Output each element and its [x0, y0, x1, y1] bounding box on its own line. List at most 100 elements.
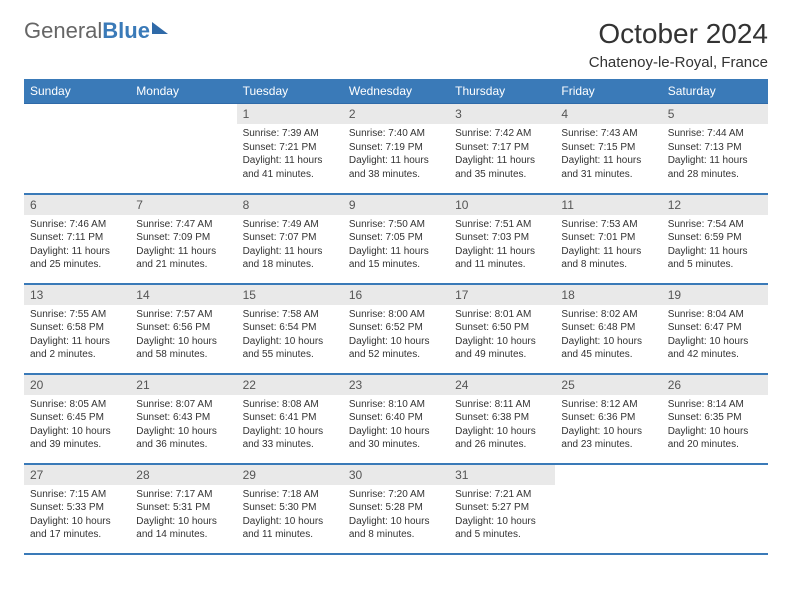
- sunset-line: Sunset: 5:27 PM: [455, 501, 549, 515]
- sunrise-line: Sunrise: 8:04 AM: [668, 308, 762, 322]
- day-number: 19: [662, 285, 768, 305]
- calendar-cell: 18Sunrise: 8:02 AMSunset: 6:48 PMDayligh…: [555, 284, 661, 374]
- sunrise-line: Sunrise: 7:20 AM: [349, 488, 443, 502]
- day-body: Sunrise: 7:21 AMSunset: 5:27 PMDaylight:…: [449, 485, 555, 548]
- day-body: Sunrise: 7:44 AMSunset: 7:13 PMDaylight:…: [662, 124, 768, 187]
- sunrise-line: Sunrise: 7:58 AM: [243, 308, 337, 322]
- calendar-cell: 21Sunrise: 8:07 AMSunset: 6:43 PMDayligh…: [130, 374, 236, 464]
- day-number: 11: [555, 195, 661, 215]
- calendar-cell: 11Sunrise: 7:53 AMSunset: 7:01 PMDayligh…: [555, 194, 661, 284]
- sunrise-line: Sunrise: 8:11 AM: [455, 398, 549, 412]
- calendar-cell: 30Sunrise: 7:20 AMSunset: 5:28 PMDayligh…: [343, 464, 449, 554]
- sunrise-line: Sunrise: 7:40 AM: [349, 127, 443, 141]
- sunrise-line: Sunrise: 7:51 AM: [455, 218, 549, 232]
- sunrise-line: Sunrise: 7:39 AM: [243, 127, 337, 141]
- sunset-line: Sunset: 5:31 PM: [136, 501, 230, 515]
- day-number: 2: [343, 104, 449, 124]
- daylight-line: Daylight: 10 hours and 36 minutes.: [136, 425, 230, 452]
- sunrise-line: Sunrise: 7:53 AM: [561, 218, 655, 232]
- sunset-line: Sunset: 6:50 PM: [455, 321, 549, 335]
- daylight-line: Daylight: 11 hours and 25 minutes.: [30, 245, 124, 272]
- daylight-line: Daylight: 10 hours and 5 minutes.: [455, 515, 549, 542]
- calendar-cell: 8Sunrise: 7:49 AMSunset: 7:07 PMDaylight…: [237, 194, 343, 284]
- sunrise-line: Sunrise: 8:12 AM: [561, 398, 655, 412]
- weekday-header-row: SundayMondayTuesdayWednesdayThursdayFrid…: [24, 79, 768, 104]
- daylight-line: Daylight: 11 hours and 35 minutes.: [455, 154, 549, 181]
- day-body: Sunrise: 8:10 AMSunset: 6:40 PMDaylight:…: [343, 395, 449, 458]
- day-body: Sunrise: 7:43 AMSunset: 7:15 PMDaylight:…: [555, 124, 661, 187]
- day-number: 16: [343, 285, 449, 305]
- daylight-line: Daylight: 10 hours and 33 minutes.: [243, 425, 337, 452]
- daylight-line: Daylight: 10 hours and 11 minutes.: [243, 515, 337, 542]
- day-body: Sunrise: 7:55 AMSunset: 6:58 PMDaylight:…: [24, 305, 130, 368]
- sunrise-line: Sunrise: 7:47 AM: [136, 218, 230, 232]
- calendar-week-row: 27Sunrise: 7:15 AMSunset: 5:33 PMDayligh…: [24, 464, 768, 554]
- day-body: Sunrise: 8:00 AMSunset: 6:52 PMDaylight:…: [343, 305, 449, 368]
- day-body: Sunrise: 7:17 AMSunset: 5:31 PMDaylight:…: [130, 485, 236, 548]
- day-number: 20: [24, 375, 130, 395]
- sunrise-line: Sunrise: 8:02 AM: [561, 308, 655, 322]
- calendar-cell-empty: [24, 104, 130, 194]
- day-number: 10: [449, 195, 555, 215]
- day-body: Sunrise: 7:54 AMSunset: 6:59 PMDaylight:…: [662, 215, 768, 278]
- day-body: Sunrise: 7:15 AMSunset: 5:33 PMDaylight:…: [24, 485, 130, 548]
- sunset-line: Sunset: 7:13 PM: [668, 141, 762, 155]
- sunrise-line: Sunrise: 7:21 AM: [455, 488, 549, 502]
- day-number: 3: [449, 104, 555, 124]
- day-body: Sunrise: 7:50 AMSunset: 7:05 PMDaylight:…: [343, 215, 449, 278]
- sunrise-line: Sunrise: 8:08 AM: [243, 398, 337, 412]
- daylight-line: Daylight: 11 hours and 18 minutes.: [243, 245, 337, 272]
- sunset-line: Sunset: 7:21 PM: [243, 141, 337, 155]
- sunset-line: Sunset: 5:28 PM: [349, 501, 443, 515]
- day-body: Sunrise: 8:08 AMSunset: 6:41 PMDaylight:…: [237, 395, 343, 458]
- day-body: Sunrise: 8:12 AMSunset: 6:36 PMDaylight:…: [555, 395, 661, 458]
- sunset-line: Sunset: 6:36 PM: [561, 411, 655, 425]
- sunrise-line: Sunrise: 7:46 AM: [30, 218, 124, 232]
- weekday-header: Tuesday: [237, 79, 343, 104]
- day-body: Sunrise: 7:20 AMSunset: 5:28 PMDaylight:…: [343, 485, 449, 548]
- day-number: 14: [130, 285, 236, 305]
- weekday-header: Monday: [130, 79, 236, 104]
- calendar-cell: 9Sunrise: 7:50 AMSunset: 7:05 PMDaylight…: [343, 194, 449, 284]
- brand-word2: Blue: [102, 18, 150, 44]
- day-body: Sunrise: 8:01 AMSunset: 6:50 PMDaylight:…: [449, 305, 555, 368]
- weekday-header: Thursday: [449, 79, 555, 104]
- calendar-cell: 15Sunrise: 7:58 AMSunset: 6:54 PMDayligh…: [237, 284, 343, 374]
- calendar-cell: 26Sunrise: 8:14 AMSunset: 6:35 PMDayligh…: [662, 374, 768, 464]
- calendar-cell: 23Sunrise: 8:10 AMSunset: 6:40 PMDayligh…: [343, 374, 449, 464]
- sunset-line: Sunset: 7:09 PM: [136, 231, 230, 245]
- sunrise-line: Sunrise: 8:01 AM: [455, 308, 549, 322]
- daylight-line: Daylight: 11 hours and 38 minutes.: [349, 154, 443, 181]
- sunset-line: Sunset: 6:43 PM: [136, 411, 230, 425]
- sunset-line: Sunset: 6:47 PM: [668, 321, 762, 335]
- daylight-line: Daylight: 11 hours and 5 minutes.: [668, 245, 762, 272]
- day-number: 8: [237, 195, 343, 215]
- sunrise-line: Sunrise: 7:43 AM: [561, 127, 655, 141]
- sunset-line: Sunset: 6:48 PM: [561, 321, 655, 335]
- sunset-line: Sunset: 5:33 PM: [30, 501, 124, 515]
- day-body: Sunrise: 8:07 AMSunset: 6:43 PMDaylight:…: [130, 395, 236, 458]
- day-body: Sunrise: 8:14 AMSunset: 6:35 PMDaylight:…: [662, 395, 768, 458]
- sunset-line: Sunset: 5:30 PM: [243, 501, 337, 515]
- calendar-cell: 6Sunrise: 7:46 AMSunset: 7:11 PMDaylight…: [24, 194, 130, 284]
- day-number: 17: [449, 285, 555, 305]
- sunrise-line: Sunrise: 8:07 AM: [136, 398, 230, 412]
- calendar-cell: 12Sunrise: 7:54 AMSunset: 6:59 PMDayligh…: [662, 194, 768, 284]
- sunset-line: Sunset: 6:56 PM: [136, 321, 230, 335]
- brand-word1: General: [24, 18, 102, 44]
- calendar-cell: 19Sunrise: 8:04 AMSunset: 6:47 PMDayligh…: [662, 284, 768, 374]
- weekday-header: Sunday: [24, 79, 130, 104]
- weekday-header: Saturday: [662, 79, 768, 104]
- day-number: 5: [662, 104, 768, 124]
- calendar-cell: 27Sunrise: 7:15 AMSunset: 5:33 PMDayligh…: [24, 464, 130, 554]
- day-number: 26: [662, 375, 768, 395]
- sunset-line: Sunset: 6:40 PM: [349, 411, 443, 425]
- daylight-line: Daylight: 10 hours and 55 minutes.: [243, 335, 337, 362]
- day-number: 18: [555, 285, 661, 305]
- sunrise-line: Sunrise: 7:18 AM: [243, 488, 337, 502]
- calendar-cell: 13Sunrise: 7:55 AMSunset: 6:58 PMDayligh…: [24, 284, 130, 374]
- sunset-line: Sunset: 7:17 PM: [455, 141, 549, 155]
- sunset-line: Sunset: 7:01 PM: [561, 231, 655, 245]
- day-number: 9: [343, 195, 449, 215]
- daylight-line: Daylight: 11 hours and 28 minutes.: [668, 154, 762, 181]
